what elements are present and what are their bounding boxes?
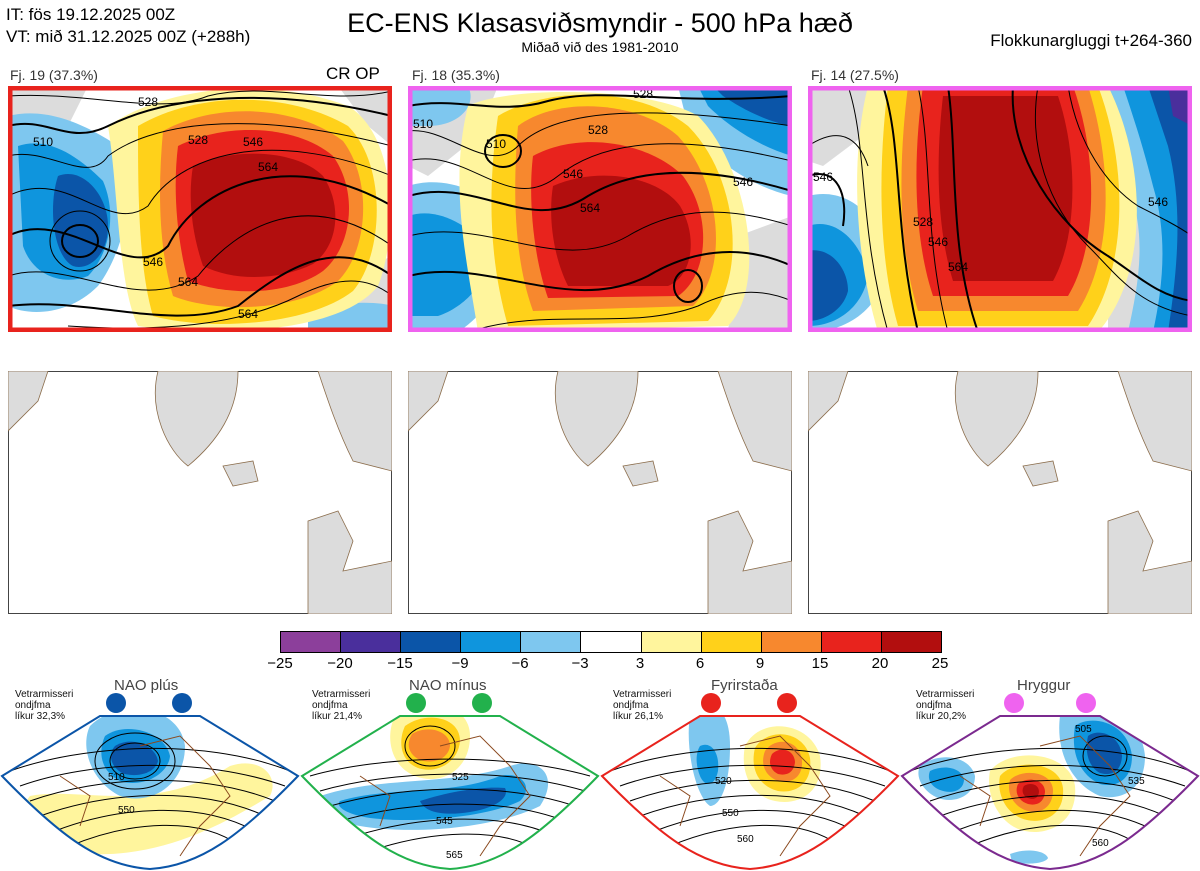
regime-nao-plus[interactable]: Vetrarmisseri ondjfma líkur 32,3% NAO plús	[0, 676, 300, 871]
colorbar-tick: 3	[635, 655, 645, 672]
colorbar-swatch	[641, 632, 702, 652]
colorbar-tick: −25	[267, 655, 293, 672]
regime-dot	[172, 693, 192, 713]
colorbar-swatch	[461, 632, 522, 652]
contour-label: 510	[486, 137, 506, 151]
cluster-map-1[interactable]: 510 528 546 564 546 564 564 528	[8, 86, 392, 332]
contour-label: 546	[928, 235, 948, 249]
regime-dot	[406, 693, 426, 713]
contour-label: 546	[733, 175, 753, 189]
colorbar-tick: 15	[811, 655, 829, 672]
regime-name: NAO plús	[114, 677, 179, 694]
colorbar	[280, 631, 942, 653]
panel-3-label: Fj. 14 (27.5%)	[811, 67, 899, 83]
contour-label: 528	[138, 95, 158, 109]
contour-label: 564	[258, 160, 278, 174]
contour-label: 528	[188, 133, 208, 147]
contour-label: 510	[413, 117, 433, 131]
contour-label: 550	[118, 805, 135, 816]
contour-label: 520	[715, 776, 732, 787]
colorbar-swatch	[281, 632, 342, 652]
panel-3-border	[808, 86, 1192, 332]
base-map-1[interactable]	[8, 371, 392, 614]
colorbar-swatch	[341, 632, 402, 652]
contour-label: 546	[143, 255, 163, 269]
regime-dot	[777, 693, 797, 713]
contour-label: 564	[948, 260, 968, 274]
contour-label: 550	[722, 808, 739, 819]
colorbar-tick: −9	[451, 655, 469, 672]
regime-ridge[interactable]: Vetrarmisseri ondjfma líkur 20,2% Hryggur	[900, 676, 1200, 871]
regime-dot	[1004, 693, 1024, 713]
panel-2-border	[408, 86, 792, 332]
contour-label: 564	[178, 275, 198, 289]
colorbar-tick: 9	[755, 655, 765, 672]
colorbar-tick: 20	[871, 655, 889, 672]
page-title: EC-ENS Klasasviðsmyndir - 500 hPa hæð	[347, 8, 853, 38]
contour-label: 545	[436, 816, 453, 827]
colorbar-swatch	[701, 632, 762, 652]
colorbar-swatch	[401, 632, 462, 652]
colorbar-tick: 6	[695, 655, 705, 672]
base-map-2[interactable]	[408, 371, 792, 614]
header-times: IT: fös 19.12.2025 00Z VT: mið 31.12.202…	[6, 4, 250, 48]
colorbar-swatch	[581, 632, 642, 652]
contour-label: 535	[1128, 776, 1145, 787]
regime-dot	[106, 693, 126, 713]
contour-label: 560	[1092, 838, 1109, 849]
colorbar-tick: 25	[931, 655, 949, 672]
regime-nao-minus[interactable]: Vetrarmisseri ondjfma líkur 21,4% NAO mínu…	[300, 676, 600, 871]
regime-info: Vetrarmisseri ondjfma líkur 26,1%	[613, 689, 672, 722]
regime-info: Vetrarmisseri ondjfma líkur 21,4%	[312, 689, 371, 722]
page-subtitle: Miðað við des 1981-2010	[521, 39, 679, 55]
contour-label: 546	[813, 170, 833, 184]
colorbar-swatch	[821, 632, 882, 652]
panel-2-label: Fj. 18 (35.3%)	[412, 67, 500, 83]
regime-info: Vetrarmisseri ondjfma líkur 32,3%	[15, 689, 74, 722]
contour-label: 560	[737, 834, 754, 845]
colorbar-swatch	[761, 632, 822, 652]
regime-name: Fyrirstaða	[711, 677, 778, 694]
regime-dot	[472, 693, 492, 713]
regime-info: Vetrarmisseri ondjfma líkur 20,2%	[916, 689, 975, 722]
colorbar-swatch	[881, 632, 942, 652]
regime-name: Hryggur	[1017, 677, 1071, 694]
contour-label: 510	[108, 772, 125, 783]
contour-label: 546	[243, 135, 263, 149]
initial-time: IT: fös 19.12.2025 00Z	[6, 5, 176, 24]
colorbar-tick: −6	[511, 655, 529, 672]
panel-1-op-label: CR OP	[326, 64, 380, 83]
valid-time: VT: mið 31.12.2025 00Z (+288h)	[6, 27, 251, 46]
regime-blocking[interactable]: Vetrarmisseri ondjfma líkur 26,1% Fyrirsta…	[600, 676, 900, 871]
contour-label: 510	[33, 135, 53, 149]
contour-label: 564	[580, 201, 600, 215]
panel-1-border	[8, 86, 392, 332]
contour-label: 528	[913, 215, 933, 229]
contour-label: 565	[446, 850, 463, 861]
regime-dot	[701, 693, 721, 713]
cluster-map-2[interactable]: 510 510 528 546 564 546 528	[408, 86, 792, 332]
regime-dot	[1076, 693, 1096, 713]
contour-label: 546	[563, 167, 583, 181]
contour-label: 528	[588, 123, 608, 137]
contour-label: 546	[1148, 195, 1168, 209]
colorbar-swatch	[521, 632, 582, 652]
classification-window: Flokkunargluggi t+264-360	[990, 31, 1192, 50]
contour-label: 505	[1075, 724, 1092, 735]
colorbar-tick: −3	[571, 655, 589, 672]
base-map-3[interactable]	[808, 371, 1192, 614]
colorbar-tick: −20	[327, 655, 353, 672]
contour-label: 564	[238, 307, 258, 321]
regime-name: NAO mínus	[409, 677, 487, 694]
panel-1-label: Fj. 19 (37.3%)	[10, 67, 98, 83]
cluster-map-3[interactable]: 546 528 546 564 546	[808, 86, 1192, 332]
colorbar-tick: −15	[387, 655, 413, 672]
contour-label: 525	[452, 772, 469, 783]
